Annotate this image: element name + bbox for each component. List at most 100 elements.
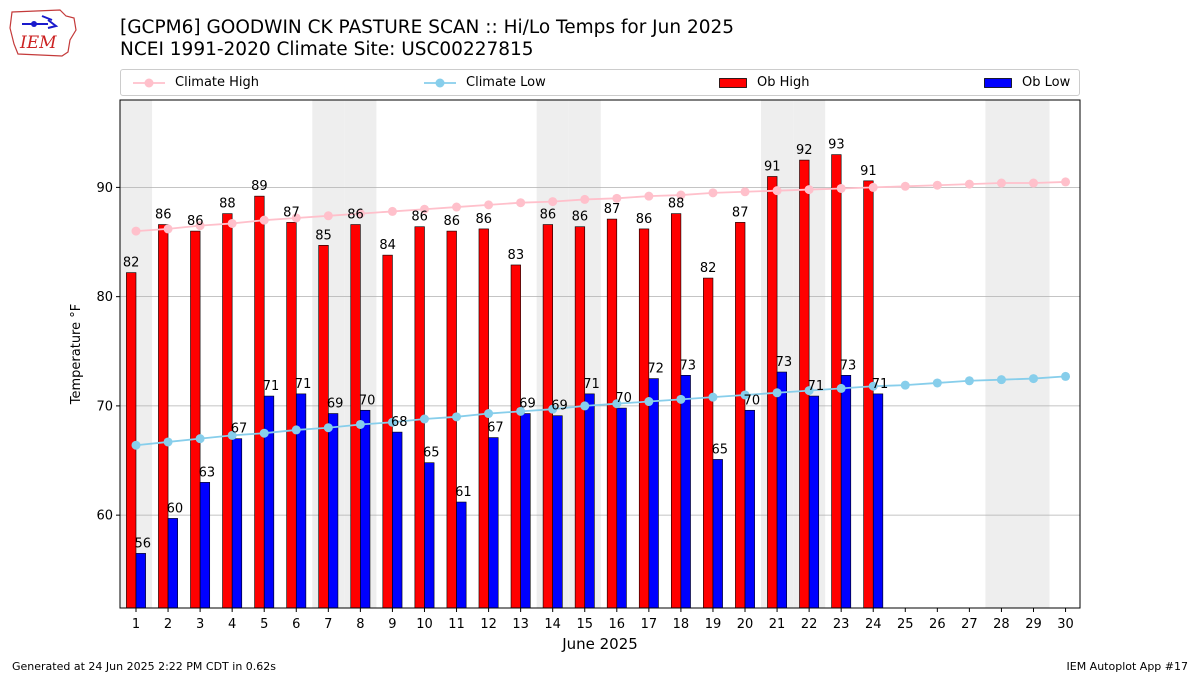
ob-low-bar	[712, 459, 723, 609]
climate-high-point	[387, 206, 397, 216]
ob-low-bar	[552, 415, 563, 609]
climate-low-point	[580, 401, 590, 411]
climate-high-point	[868, 182, 878, 192]
climate-low-point	[932, 378, 942, 388]
climate-low-point	[836, 383, 846, 393]
legend-label-climate-low: Climate Low	[466, 75, 546, 90]
x-tick-label: 8	[356, 617, 364, 632]
climate-low-point	[996, 375, 1006, 385]
climate-high-point	[740, 187, 750, 197]
x-tick-label: 10	[416, 617, 433, 632]
climate-low-point	[644, 397, 654, 407]
climate-high-point	[195, 221, 205, 231]
x-tick-label: 13	[512, 617, 529, 632]
climate-high-point	[932, 180, 942, 190]
ob-low-value-label: 69	[519, 397, 536, 412]
legend-item-climate-high: Climate High	[133, 70, 259, 95]
climate-low-point	[804, 386, 814, 396]
ob-low-bar	[680, 375, 691, 609]
ob-low-value-label: 71	[872, 377, 889, 392]
climate-low-point	[387, 417, 397, 427]
x-tick-label: 14	[544, 617, 561, 632]
ob-low-bar	[456, 501, 467, 609]
climate-low-point	[355, 419, 365, 429]
ob-low-value-label: 72	[647, 362, 664, 377]
climate-high-point	[163, 224, 173, 234]
ob-high-value-label: 86	[411, 210, 428, 225]
climate-high-point	[996, 178, 1006, 188]
ob-low-bar	[520, 413, 531, 609]
climate-high-line-icon	[133, 78, 165, 87]
climate-high-point	[291, 213, 301, 223]
ob-high-bar	[510, 264, 521, 609]
ob-low-bar	[744, 409, 755, 609]
legend-item-ob-low: Ob Low	[984, 70, 1070, 95]
climate-low-point	[484, 409, 494, 419]
ob-high-bar	[222, 213, 233, 609]
climate-low-point	[1061, 371, 1071, 381]
ob-high-value-label: 88	[219, 197, 236, 212]
climate-low-point	[548, 404, 558, 414]
climate-low-line	[135, 375, 1066, 447]
ob-high-bar	[190, 230, 201, 609]
climate-low-point	[323, 423, 333, 433]
ob-high-value-label: 92	[796, 143, 813, 158]
ob-low-bar	[488, 437, 499, 609]
ob-low-value-label: 69	[327, 397, 344, 412]
ob-low-value-label: 71	[263, 379, 280, 394]
x-tick-label: 20	[737, 617, 754, 632]
weekend-band-day-29	[1017, 100, 1050, 608]
ob-low-value-label: 69	[551, 399, 568, 414]
x-tick-label: 1	[132, 617, 140, 632]
ob-high-bar	[382, 254, 393, 609]
x-tick-label: 11	[448, 617, 465, 632]
x-tick-label: 17	[641, 617, 658, 632]
climate-high-point	[131, 226, 141, 236]
climate-high-point	[548, 197, 558, 207]
climate-low-point	[964, 376, 974, 386]
climate-high-point	[708, 188, 718, 198]
x-tick-label: 22	[801, 617, 818, 632]
ob-high-value-label: 87	[283, 205, 300, 220]
climate-low-point	[227, 430, 237, 440]
climate-high-point	[323, 211, 333, 221]
ob-low-value-label: 68	[391, 415, 408, 430]
ob-low-bar	[392, 431, 403, 609]
climate-high-point	[836, 183, 846, 193]
ob-low-bar	[616, 407, 627, 609]
climate-high-point	[227, 218, 237, 228]
ob-low-bar	[263, 395, 275, 609]
y-tick-label: 90	[96, 181, 113, 196]
x-tick-label: 26	[929, 617, 946, 632]
ob-low-bar	[328, 413, 339, 609]
ob-low-bar	[648, 378, 659, 609]
ob-high-value-label: 93	[828, 138, 845, 153]
x-tick-label: 27	[961, 617, 978, 632]
ob-high-value-label: 86	[187, 214, 204, 229]
climate-high-point	[355, 209, 365, 219]
ob-low-bar	[199, 482, 211, 609]
x-tick-label: 21	[769, 617, 786, 632]
legend-label-ob-high: Ob High	[757, 75, 810, 90]
x-tick-label: 15	[576, 617, 593, 632]
ob-high-value-label: 86	[636, 212, 653, 227]
climate-high-point	[484, 200, 494, 210]
x-tick-label: 19	[705, 617, 722, 632]
x-tick-label: 3	[196, 617, 204, 632]
ob-low-value-label: 71	[808, 379, 825, 394]
ob-high-value-label: 83	[508, 248, 525, 263]
ob-low-value-label: 71	[295, 377, 312, 392]
climate-high-point	[419, 204, 429, 214]
x-tick-label: 28	[993, 617, 1010, 632]
ob-high-bar	[158, 224, 169, 609]
climate-low-point	[163, 437, 173, 447]
climate-low-point	[676, 394, 686, 404]
ob-low-bar	[360, 409, 371, 609]
climate-high-point	[259, 215, 269, 225]
ob-high-value-label: 86	[476, 212, 493, 227]
climate-high-point	[804, 185, 814, 195]
chart-subtitle: NCEI 1991-2020 Climate Site: USC00227815	[120, 39, 534, 60]
ob-low-value-label: 65	[423, 446, 440, 461]
ob-high-bar	[542, 224, 553, 609]
